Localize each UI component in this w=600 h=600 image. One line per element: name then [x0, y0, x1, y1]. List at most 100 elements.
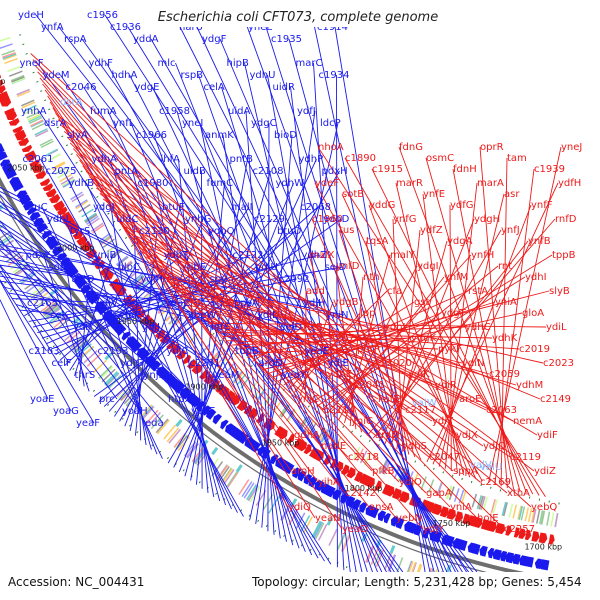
forward-gene-arrow [492, 549, 502, 561]
reverse-gene-label: ydgB [333, 297, 359, 308]
reverse-gene-label: ydjX [456, 430, 478, 441]
forward-gene-label: spy [210, 274, 228, 285]
reverse-leader-line [125, 230, 514, 422]
forward-gene-arrow [467, 542, 477, 554]
reverse-gene-label: aroD [375, 430, 399, 441]
forward-gene-label: c2061 [23, 154, 54, 165]
cog-band-inner [132, 275, 145, 287]
cog-band-outer [0, 239, 14, 250]
reverse-gene-label: pfkB [372, 466, 395, 477]
reverse-gene-arrow [354, 470, 363, 483]
cog-band-inner [520, 506, 526, 521]
cog-band-inner [16, 88, 30, 96]
cog-band-outer [246, 484, 258, 501]
forward-leader-line [0, 280, 184, 304]
backbone-inner-line [0, 194, 546, 586]
cog-band-outer [101, 368, 116, 383]
forward-gene-arrow [505, 552, 515, 564]
forward-gene-label: bioD [274, 130, 297, 141]
forward-leader-line [0, 255, 299, 328]
map-title: Escherichia coli CFT073, complete genome [158, 10, 438, 25]
cog-band-inner [83, 212, 97, 222]
reverse-gene-label: gdhA [294, 430, 320, 441]
forward-gene-label: celC [50, 310, 71, 321]
forward-gene-label: thrS [75, 370, 96, 381]
reverse-leader-line [34, 65, 478, 519]
reverse-leader-line [222, 326, 466, 337]
cog-band-outer [223, 469, 235, 485]
cog-band-inner [550, 512, 555, 527]
title-backdrop [140, 5, 460, 27]
reverse-gene-label: ynfB [528, 236, 551, 247]
cog-band-outer [193, 448, 206, 464]
reverse-leader-line [76, 154, 346, 494]
forward-gene-label: slyA [67, 130, 88, 141]
forward-leader-line [0, 279, 47, 352]
cog-band-outer [341, 535, 351, 553]
cog-band-outer [317, 524, 328, 541]
forward-gene-label: c2163 [29, 346, 60, 357]
reverse-gene-label: ydhC [465, 322, 491, 333]
reverse-leader-line [180, 295, 436, 386]
forward-gene-label: rspA [64, 34, 87, 45]
cog-band-outer [313, 521, 323, 539]
reverse-gene-label: slyB [549, 286, 570, 297]
reverse-gene-label: ydiQ [288, 502, 311, 513]
cog-band-inner [120, 260, 133, 271]
forward-leader-line [0, 224, 208, 364]
reverse-gene-label: ydhE [327, 369, 352, 380]
forward-gene-label: astD [72, 274, 95, 285]
reverse-gene-label: c2070 [330, 333, 361, 344]
forward-leader-line [108, 218, 273, 412]
reverse-gene-arrow [518, 528, 526, 539]
forward-gene-label: ppsA [234, 298, 259, 309]
forward-gene-label: c2108 [253, 166, 284, 177]
reverse-leader-line [137, 246, 433, 422]
forward-leader-line [64, 278, 159, 366]
reverse-gene-label: ydgA [447, 236, 473, 247]
cog-band-inner [54, 166, 68, 175]
forward-gene-label: narU [179, 22, 203, 33]
forward-gene-label: uidB [184, 166, 206, 177]
forward-leader-line [175, 62, 384, 587]
forward-gene-label: ydhA [92, 154, 118, 165]
forward-gene-label: rspB [181, 70, 204, 81]
reverse-gene-arrow [169, 343, 181, 355]
forward-gene-label: pntB [230, 154, 254, 165]
forward-gene-label: anmK [205, 130, 234, 141]
forward-gene-arrow [0, 151, 8, 161]
reverse-gene-arrow [454, 511, 463, 523]
reverse-gene-label: c1890 [345, 153, 376, 164]
reverse-gene-arrow [45, 188, 57, 198]
reverse-gene-label: ydeF [315, 178, 339, 189]
forward-gene-label: c2068 [300, 202, 331, 213]
cog-band-inner [236, 373, 247, 386]
cog-band-outer [92, 359, 107, 374]
forward-gene-label: prc [99, 394, 115, 405]
forward-leader-line [0, 186, 346, 364]
reverse-gene-label: pykF [438, 344, 462, 355]
forward-leader-line [24, 302, 46, 317]
cog-band-inner [86, 215, 99, 225]
forward-leader-line [130, 122, 306, 552]
forward-gene-label: c2075 [46, 166, 77, 177]
reverse-gene-arrow [524, 529, 532, 541]
cog-band-outer [211, 461, 224, 477]
reverse-leader-line [267, 301, 496, 374]
forward-gene-label: sodC [49, 262, 74, 273]
reverse-gene-label: cfa [387, 286, 402, 297]
reverse-gene-label: yeaN [315, 513, 341, 524]
reverse-gene-arrow [99, 266, 110, 276]
reverse-gene-label: yniA [495, 297, 517, 308]
cog-band-inner [303, 419, 312, 432]
reverse-gene-label: ansA [369, 502, 394, 513]
forward-gene-label: ydgF [202, 34, 227, 45]
reverse-gene-arrow [0, 91, 10, 102]
forward-gene-label: ydjL [257, 310, 278, 321]
forward-leader-line [106, 62, 404, 595]
forward-gene-label: hipB [227, 58, 249, 69]
reverse-leader-line [117, 220, 295, 436]
rna-label: dsrA [60, 97, 83, 108]
reverse-gene-label: ydgT [441, 308, 467, 319]
forward-gene-label: uidR [273, 82, 295, 93]
